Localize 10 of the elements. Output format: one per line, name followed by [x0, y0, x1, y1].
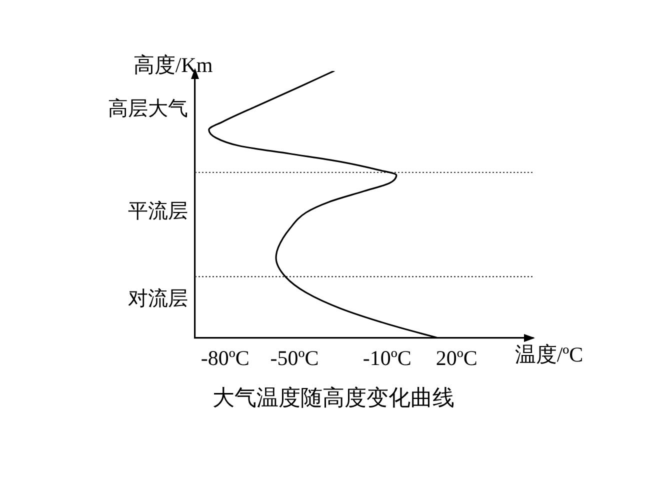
x-tick-label: 20ºC: [436, 346, 478, 370]
x-tick-label: -10ºC: [362, 346, 412, 370]
x-tick-label: -50ºC: [270, 346, 319, 370]
x-tick-label: -80ºC: [200, 346, 250, 370]
text: 平流层: [128, 200, 188, 222]
y-axis-title: 高度/Km: [133, 53, 213, 77]
text: 对流层: [128, 288, 188, 310]
text: 高层大气: [108, 96, 188, 120]
x-axis-title: 温度/ºC: [514, 342, 584, 367]
text: 大气温度随高度变化曲线: [212, 385, 456, 411]
